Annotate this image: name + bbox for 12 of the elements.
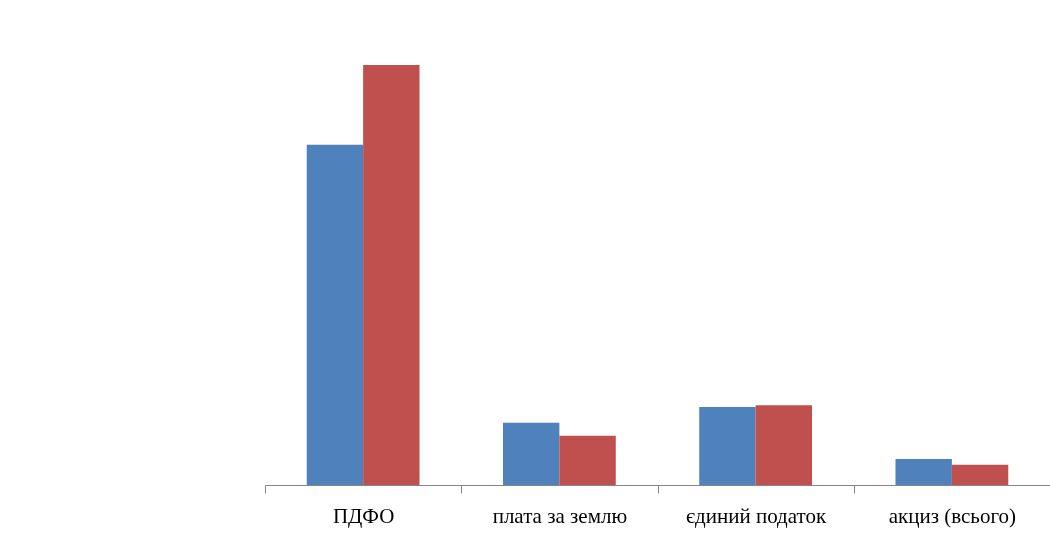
bar [755,405,813,485]
x-tick-label: єдиний податок [686,503,827,528]
bar [951,464,1009,485]
bar [306,144,364,485]
bar [559,435,616,485]
bar [363,65,420,485]
x-tick-label: акциз (всього) [888,503,1017,528]
bar [502,422,560,485]
x-tick-label: ПДФО [332,503,395,528]
x-tick-label: плата за землю [492,503,628,528]
bar [699,406,756,485]
bar [895,458,952,485]
